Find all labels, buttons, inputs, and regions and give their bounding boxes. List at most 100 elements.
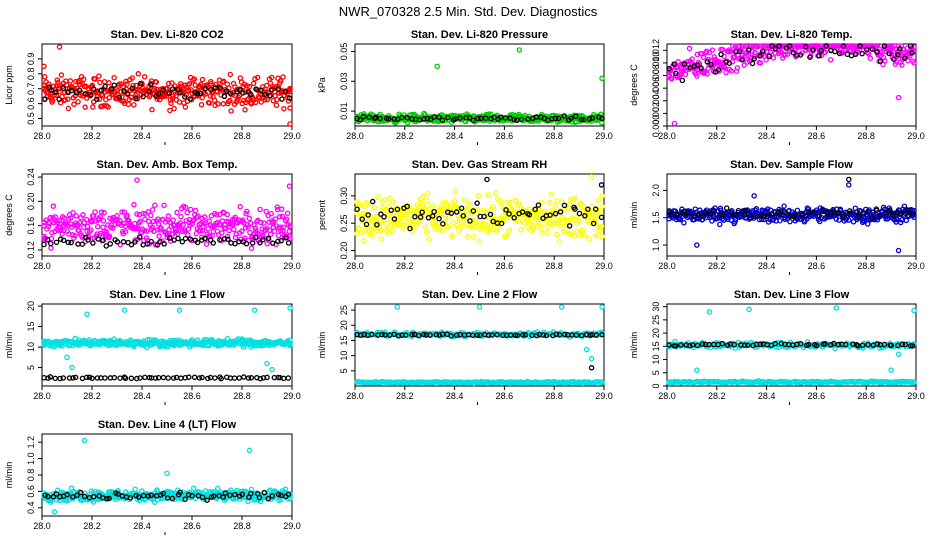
- series-flagged: [41, 234, 292, 249]
- y-tick-label: 5: [26, 365, 36, 370]
- data-point: [165, 213, 172, 219]
- data-point: [876, 212, 883, 219]
- outlier-point: [888, 367, 894, 373]
- data-point: [525, 217, 531, 224]
- data-point: [429, 203, 436, 209]
- data-point: [719, 46, 726, 53]
- y-tick-label: 15: [339, 335, 349, 345]
- data-point: [95, 223, 101, 230]
- data-point: [149, 106, 155, 113]
- data-point: [121, 209, 128, 215]
- data-point: [174, 209, 180, 216]
- data-point: [236, 375, 242, 381]
- data-point: [270, 240, 276, 246]
- data-point: [698, 65, 704, 71]
- data-point: [199, 76, 206, 83]
- x-tick-label: 28.4: [758, 391, 776, 401]
- data-point: [498, 220, 505, 227]
- data-point: [874, 49, 880, 55]
- panel-title: Stan. Dev. Line 3 Flow: [734, 289, 850, 301]
- y-tick-label: 20: [651, 328, 661, 338]
- data-point: [54, 77, 61, 83]
- x-tick-label: 28.8: [233, 131, 251, 141]
- data-point: [241, 374, 247, 380]
- data-point: [471, 234, 477, 240]
- data-point: [220, 101, 226, 107]
- data-point: [148, 238, 154, 245]
- outlier-point: [286, 183, 293, 189]
- data-point: [683, 67, 689, 73]
- data-point: [182, 94, 188, 100]
- data-point: [503, 207, 509, 213]
- data-point: [359, 218, 365, 225]
- data-point: [859, 50, 865, 57]
- data-point: [797, 52, 804, 58]
- data-point: [89, 218, 95, 225]
- data-point: [564, 222, 570, 229]
- y-tick-label: 0.6: [26, 97, 36, 110]
- data-point: [865, 208, 871, 215]
- data-point: [839, 50, 846, 56]
- panel-title: Stan. Dev. Li-820 CO2: [111, 29, 224, 41]
- data-point: [240, 90, 246, 96]
- data-point: [476, 226, 482, 232]
- data-point: [171, 105, 177, 112]
- data-point: [460, 213, 467, 219]
- data-point: [547, 212, 553, 218]
- data-point: [571, 233, 578, 239]
- data-point: [232, 214, 239, 221]
- data-point: [463, 115, 469, 121]
- data-point: [526, 206, 533, 212]
- data-point: [140, 242, 146, 248]
- y-tick-label: 20: [26, 301, 36, 311]
- data-point: [226, 227, 232, 234]
- data-point: [67, 78, 74, 84]
- data-point: [836, 50, 843, 57]
- data-point: [897, 52, 903, 58]
- data-point: [177, 80, 184, 87]
- y-tick-label: 0.8: [26, 68, 36, 81]
- data-point: [749, 60, 756, 67]
- data-point: [374, 222, 380, 228]
- y-tick-label: 0.006: [651, 77, 661, 100]
- outlier-point: [746, 306, 752, 313]
- data-point: [539, 199, 545, 206]
- x-tick-label: 28.4: [446, 261, 464, 271]
- data-point: [722, 64, 728, 71]
- outlier-point: [671, 120, 678, 127]
- data-point: [399, 114, 405, 121]
- x-tick-label: 28.8: [545, 261, 563, 271]
- data-point: [41, 241, 47, 248]
- data-point: [186, 374, 192, 380]
- outlier-point: [246, 447, 253, 454]
- outlier-point: [846, 182, 852, 188]
- data-point: [378, 211, 384, 217]
- data-point: [185, 232, 191, 238]
- data-point: [718, 51, 724, 58]
- data-point: [489, 204, 496, 210]
- data-point: [195, 213, 201, 219]
- data-point: [68, 239, 74, 246]
- y-tick-label: 2.0: [651, 184, 661, 197]
- x-tick-label: 29.0: [595, 131, 613, 141]
- data-point: [561, 113, 567, 119]
- data-point: [139, 488, 145, 494]
- data-point: [399, 218, 405, 225]
- data-point: [219, 230, 225, 236]
- data-point: [279, 96, 285, 102]
- data-point: [199, 94, 206, 101]
- data-point: [840, 43, 847, 49]
- data-point: [506, 227, 513, 233]
- data-point: [864, 46, 870, 53]
- data-point: [666, 209, 672, 216]
- data-point: [391, 216, 398, 222]
- data-point: [358, 202, 365, 208]
- data-point: [182, 235, 189, 242]
- data-point: [382, 206, 388, 213]
- panel-title: Stan. Dev. Line 2 Flow: [422, 289, 538, 301]
- data-point: [406, 216, 412, 223]
- data-point: [47, 240, 54, 247]
- data-point: [125, 101, 132, 107]
- data-point: [700, 54, 707, 61]
- data-point: [57, 236, 64, 242]
